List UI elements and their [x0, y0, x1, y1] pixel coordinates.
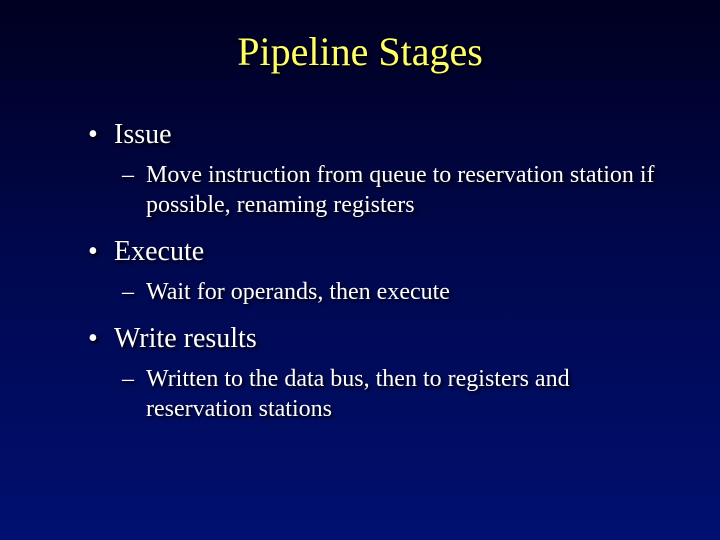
bullet-execute: Execute	[88, 234, 660, 269]
bullet-issue: Issue	[88, 117, 660, 152]
subbullet-execute-desc: Wait for operands, then execute	[88, 277, 660, 307]
slide-content: Issue Move instruction from queue to res…	[60, 117, 660, 424]
subbullet-write-desc: Written to the data bus, then to registe…	[88, 364, 660, 424]
subbullet-issue-desc: Move instruction from queue to reservati…	[88, 160, 660, 220]
slide: Pipeline Stages Issue Move instruction f…	[0, 0, 720, 540]
bullet-write-results: Write results	[88, 321, 660, 356]
slide-title: Pipeline Stages	[60, 28, 660, 75]
